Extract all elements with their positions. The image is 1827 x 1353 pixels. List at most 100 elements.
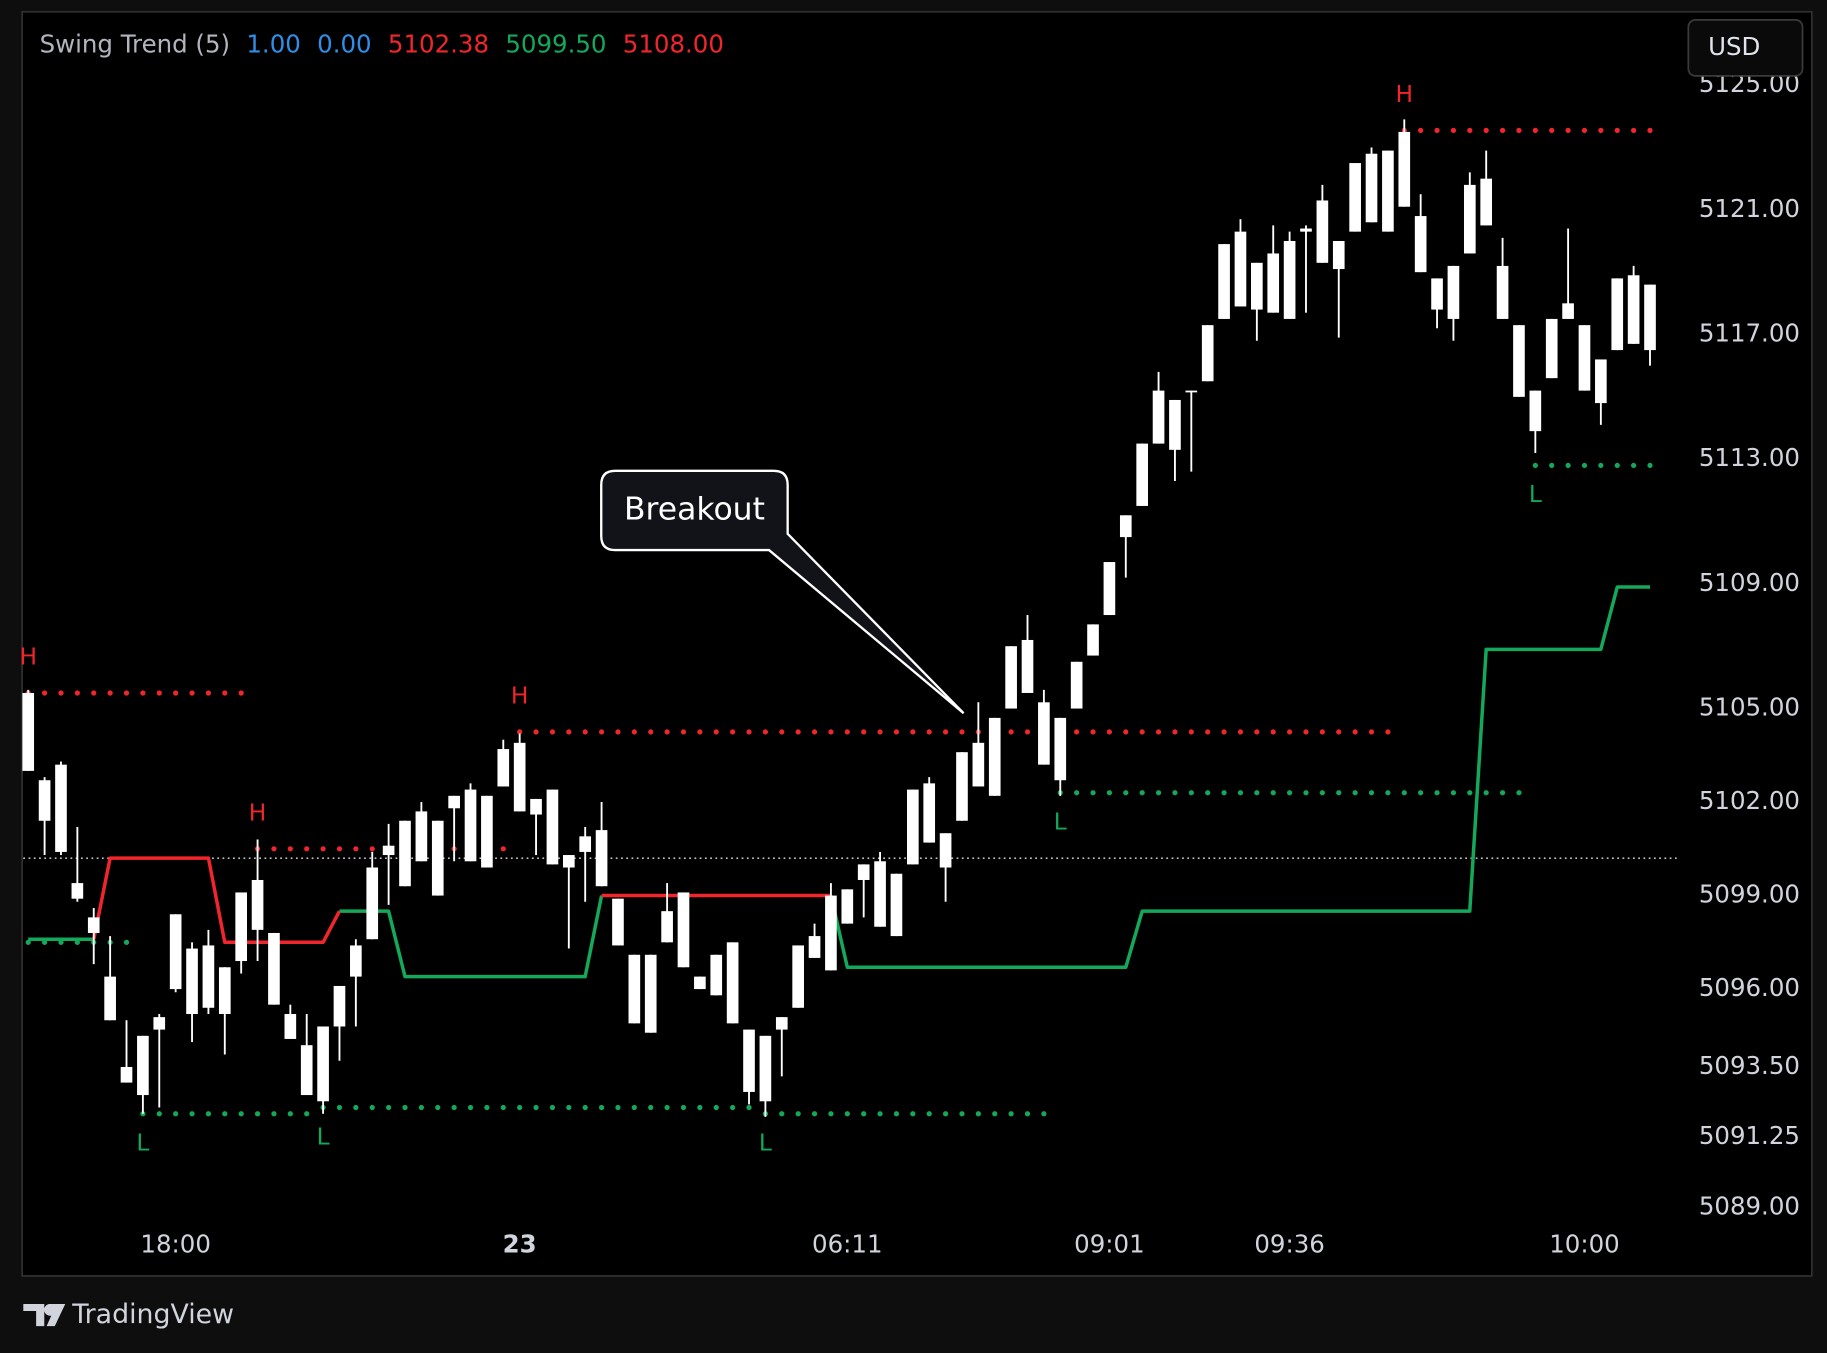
indicator-value: 5102.38 [388,30,489,59]
candle-body [1300,228,1312,232]
candle-body [1644,284,1656,351]
candle-body [694,976,706,990]
candle-body [251,879,264,930]
candle-body [759,1035,772,1102]
candle-body [857,864,870,880]
brand-name: TradingView [71,1299,234,1330]
candle-body [1611,278,1624,351]
candle-body [137,1035,149,1096]
candle-body [677,892,690,968]
swing-label: H [19,644,37,671]
candle-body [1349,163,1361,232]
candle-body [300,1045,313,1096]
candle-body [87,917,100,933]
currency-button[interactable]: USD [1687,19,1804,77]
legend: Swing Trend (5) 1.00 0.00 5102.38 5099.50 51… [40,30,724,59]
candle-body [169,914,182,990]
candle-body [1431,278,1443,310]
y-tick-label: 5091.25 [1699,1121,1800,1150]
candle-body [268,932,280,1005]
candle-body [71,883,84,899]
candle-body [1267,253,1280,313]
candle-body [1021,639,1034,693]
swing-label: L [136,1130,149,1157]
candle-body [1529,390,1542,432]
x-tick-label: 09:01 [1074,1230,1144,1259]
currency-box[interactable] [1687,19,1804,77]
candle-body [38,780,51,821]
candle-body [153,1017,166,1030]
candle-body [366,867,379,940]
candle-body [1218,244,1230,319]
candle-body [333,985,346,1027]
candle-body [1365,153,1378,223]
candle-body [628,954,641,1024]
candle-body [1152,390,1165,444]
y-axis: 5125.005121.005117.005113.005109.005105.… [1699,72,1800,1219]
candle-body [1480,178,1493,226]
candle-body [825,895,837,971]
candle-body [890,873,903,937]
candle-body [1578,325,1591,391]
indicator-value: 0.00 [317,30,371,59]
candle-body [399,820,411,887]
candle-body [1185,390,1198,393]
candle-body [530,798,542,815]
trend-line [28,585,1651,979]
candle-body [513,742,526,812]
candle-body [939,833,952,868]
candle-body [1447,265,1460,319]
swing-label: L [759,1130,772,1157]
swing-label: H [1396,81,1414,108]
candle-body [448,795,460,809]
y-tick-label: 5117.00 [1699,319,1800,348]
candle-body [988,717,1001,796]
candle-body [1038,702,1050,765]
candle-body [1070,661,1083,709]
candle-body [350,945,362,977]
candle-body [22,692,35,771]
annotation: Breakout [600,469,965,715]
candle-body [546,789,559,865]
candle-body [235,892,248,962]
brand: TradingView [23,1299,234,1330]
candle-body [464,789,477,862]
candle-body [775,1017,788,1030]
candle-body [644,954,657,1033]
candle-body [1414,216,1427,273]
candle-body [710,954,723,996]
candle-body [1595,359,1607,404]
candle-body [792,945,804,1008]
candle-body [284,1014,297,1039]
candle-body [1005,646,1017,709]
candle-body [1627,275,1640,344]
candle-body [874,861,886,927]
candle-body [907,789,919,865]
candle-body [661,911,673,943]
candle-body [481,795,493,868]
candle-body [923,783,936,843]
candle-body [317,1026,329,1102]
y-tick-label: 5096.00 [1699,973,1800,1002]
brand-logo [23,1303,66,1327]
candle-body [956,752,968,821]
candle-body [562,855,575,868]
swing-label: L [1529,481,1542,508]
currency-label[interactable]: USD [1708,32,1760,61]
candle-body [841,889,854,924]
candle-body [1562,303,1574,319]
y-tick-label: 5109.00 [1699,568,1800,597]
y-tick-label: 5099.00 [1699,880,1800,909]
candle-body [497,749,510,787]
candle-body [1054,717,1067,781]
candle-body [1169,399,1181,450]
candle-body [1545,318,1558,379]
x-axis: 18:00 23 06:11 09:01 09:36 10:00 [140,1230,1619,1259]
indicator-value: 5108.00 [623,30,724,59]
plot-frame [21,10,1813,1277]
swing-label: L [317,1123,330,1150]
swing-label: H [511,682,529,709]
candle-body [595,830,608,887]
